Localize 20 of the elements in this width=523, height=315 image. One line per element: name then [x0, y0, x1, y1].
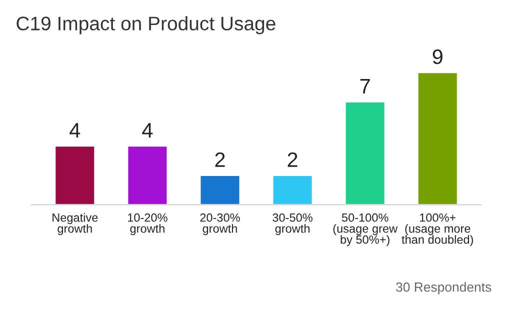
x-tick-label: Negative growth — [52, 213, 98, 236]
x-tick-label: 50-100% (usage grew by 50%+) — [333, 213, 398, 246]
x-tick-label: 20-30% growth — [200, 213, 240, 236]
data-label: 7 — [360, 79, 370, 94]
bar — [416, 72, 458, 205]
data-label: 4 — [70, 123, 80, 138]
bar — [199, 174, 241, 205]
x-tick-label: 100%+ (usage more than doubled) — [402, 213, 474, 246]
chart-title: C19 Impact on Product Usage — [16, 16, 276, 34]
data-label: 9 — [432, 49, 442, 64]
data-label: 2 — [215, 152, 225, 167]
bar — [54, 145, 96, 205]
x-tick-label: 10-20% growth — [128, 213, 168, 236]
x-tick-label: 30-50% growth — [272, 213, 312, 236]
bar — [272, 174, 314, 205]
data-label: 2 — [288, 152, 298, 167]
text: 30 Respondents — [396, 282, 492, 294]
bar — [126, 145, 168, 205]
bar — [344, 101, 386, 205]
data-label: 4 — [142, 123, 153, 138]
